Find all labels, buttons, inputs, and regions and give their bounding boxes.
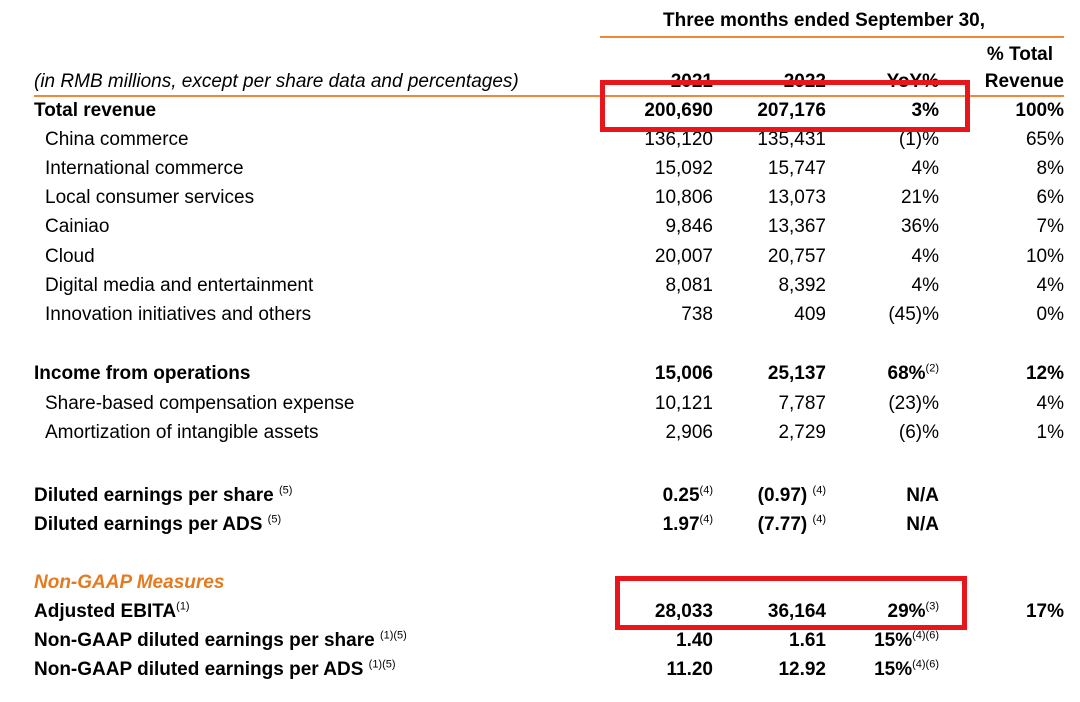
footnote-marker: (4) — [699, 513, 713, 526]
footnote-marker: (4)(6) — [912, 629, 939, 642]
footnote-marker: (3) — [925, 600, 939, 613]
row-label-diluted-eps: Diluted earnings per share (5) — [34, 484, 293, 506]
header-rule-top — [600, 36, 1064, 38]
footnote-marker: (1)(5) — [379, 629, 407, 642]
row-label-international-commerce: International commerce — [45, 158, 244, 179]
row-label-china-commerce: China commerce — [45, 129, 189, 150]
cell-cloud-yoy: 4% — [911, 246, 939, 267]
cell-income-ops-2021: 15,006 — [654, 363, 713, 384]
cell-ebita-yoy: 29%(3) — [887, 600, 939, 622]
cell-intl-2022: 15,747 — [767, 158, 826, 179]
cell-total-revenue-pct: 100% — [1015, 100, 1064, 121]
cell-total-revenue-yoy: 3% — [911, 100, 939, 121]
cell-income-ops-2022: 25,137 — [767, 363, 826, 384]
row-label-cainiao: Cainiao — [45, 216, 110, 237]
footnote-marker: (1) — [176, 600, 190, 613]
header-rule-bottom — [34, 95, 1064, 97]
row-label-cloud: Cloud — [45, 246, 95, 267]
cell-ng-eps-ads-yoy: 15%(4)(6) — [874, 658, 939, 680]
cell-eps-2022: (0.97) (4) — [757, 484, 826, 506]
cell-dme-yoy: 4% — [911, 275, 939, 296]
cell-eps-ads-yoy: N/A — [906, 514, 939, 535]
cell-china-yoy: (1)% — [898, 129, 939, 150]
cell-ebita-pct: 17% — [1025, 601, 1064, 622]
cell-china-2021: 136,120 — [644, 129, 713, 150]
cell-ng-eps-2021: 1.40 — [676, 630, 713, 651]
cell-ng-eps-yoy: 15%(4)(6) — [874, 629, 939, 651]
footnote-marker: (4) — [699, 484, 713, 497]
cell-eps-yoy: N/A — [906, 485, 939, 506]
col-header-total-2: Revenue — [984, 71, 1064, 92]
row-label-nongaap-eps-ads: Non-GAAP diluted earnings per ADS (1)(5) — [34, 658, 396, 680]
period-title: Three months ended September 30, — [663, 10, 986, 31]
cell-dme-pct: 4% — [1036, 275, 1064, 296]
footnote-marker: (2) — [925, 362, 939, 375]
footnote-marker: (4) — [812, 484, 826, 497]
cell-innov-2021: 738 — [681, 304, 713, 325]
cell-sbc-2022: 7,787 — [778, 393, 826, 414]
cell-innov-yoy: (45)% — [888, 304, 939, 325]
cell-intl-yoy: 4% — [911, 158, 939, 179]
cell-ng-eps-2022: 1.61 — [789, 630, 826, 651]
cell-local-2021: 10,806 — [654, 187, 713, 208]
cell-sbc-yoy: (23)% — [888, 393, 939, 414]
row-label-share-based-compensation: Share-based compensation expense — [45, 393, 355, 414]
cell-dme-2021: 8,081 — [665, 275, 713, 296]
row-label-total-revenue: Total revenue — [34, 100, 157, 121]
row-label-income-from-operations: Income from operations — [34, 363, 251, 384]
cell-china-2022: 135,431 — [757, 129, 826, 150]
cell-eps-ads-2022: (7.77) (4) — [757, 513, 826, 535]
cell-sbc-2021: 10,121 — [654, 393, 713, 414]
cell-sbc-pct: 4% — [1036, 393, 1064, 414]
nongaap-heading: Non-GAAP Measures — [34, 572, 225, 593]
cell-ng-eps-ads-2022: 12.92 — [778, 659, 826, 680]
footnote-marker: (5) — [278, 484, 293, 497]
col-header-total-1: % Total — [986, 44, 1053, 65]
cell-cainiao-2021: 9,846 — [665, 216, 713, 237]
highlight-box-adjusted-ebita — [615, 576, 967, 630]
cell-intl-pct: 8% — [1036, 158, 1064, 179]
cell-cainiao-2022: 13,367 — [767, 216, 826, 237]
cell-ebita-2022: 36,164 — [767, 601, 826, 622]
cell-local-yoy: 21% — [900, 187, 939, 208]
row-label-nongaap-eps: Non-GAAP diluted earnings per share (1)(… — [34, 629, 407, 651]
footnote-marker: (4)(6) — [912, 658, 939, 671]
cell-innov-2022: 409 — [794, 304, 826, 325]
cell-dme-2022: 8,392 — [778, 275, 826, 296]
cell-ebita-2021: 28,033 — [654, 601, 713, 622]
cell-amort-2022: 2,729 — [778, 422, 826, 443]
cell-amort-2021: 2,906 — [665, 422, 713, 443]
cell-total-revenue-2022: 207,176 — [757, 100, 826, 121]
cell-innov-pct: 0% — [1036, 304, 1064, 325]
units-note: (in RMB millions, except per share data … — [34, 71, 519, 92]
footnote-marker: (5) — [267, 513, 282, 526]
cell-eps-2021: 0.25(4) — [662, 484, 713, 506]
cell-amort-yoy: (6)% — [898, 422, 939, 443]
cell-cloud-2021: 20,007 — [654, 246, 713, 267]
cell-income-ops-yoy: 68%(2) — [887, 362, 939, 384]
footnote-marker: (4) — [812, 513, 826, 526]
highlight-box-total-revenue — [600, 80, 970, 132]
cell-china-pct: 65% — [1025, 129, 1064, 150]
row-label-adjusted-ebita: Adjusted EBITA(1) — [34, 600, 190, 622]
cell-amort-pct: 1% — [1036, 422, 1064, 443]
cell-cloud-2022: 20,757 — [767, 246, 826, 267]
cell-eps-ads-2021: 1.97(4) — [662, 513, 713, 535]
cell-ng-eps-ads-2021: 11.20 — [666, 659, 714, 680]
cell-local-2022: 13,073 — [767, 187, 826, 208]
row-label-amortization: Amortization of intangible assets — [45, 422, 319, 443]
cell-total-revenue-2021: 200,690 — [644, 100, 713, 121]
row-label-digital-media: Digital media and entertainment — [45, 275, 314, 296]
row-label-diluted-eps-ads: Diluted earnings per ADS (5) — [34, 513, 282, 535]
cell-cainiao-pct: 7% — [1036, 216, 1064, 237]
footnote-marker: (1)(5) — [368, 658, 396, 671]
cell-cainiao-yoy: 36% — [900, 216, 939, 237]
cell-income-ops-pct: 12% — [1025, 363, 1064, 384]
cell-intl-2021: 15,092 — [654, 158, 713, 179]
cell-local-pct: 6% — [1036, 187, 1064, 208]
row-label-innovation: Innovation initiatives and others — [45, 304, 312, 325]
row-label-local-consumer-services: Local consumer services — [45, 187, 255, 208]
cell-cloud-pct: 10% — [1025, 246, 1064, 267]
